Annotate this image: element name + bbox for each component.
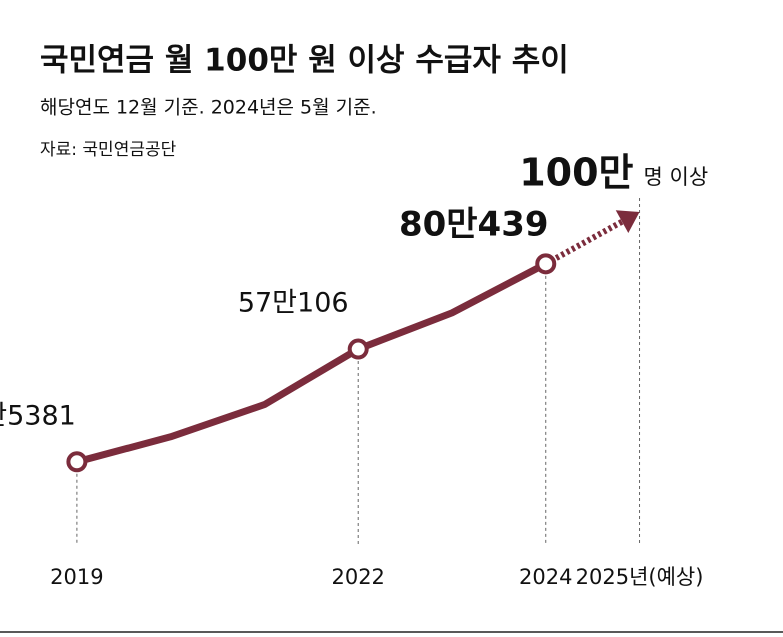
point-marker <box>347 338 369 360</box>
x-tick-label: 2019 <box>50 565 103 589</box>
projection-arrowhead <box>615 210 640 234</box>
data-label: 80만439 <box>399 204 549 244</box>
line <box>75 260 548 466</box>
chart-title: 국민연금 월 100만 원 이상 수급자 추이 <box>40 43 569 79</box>
x-tick-label: 2022 <box>331 565 384 589</box>
point-marker <box>66 451 88 473</box>
x-tick-label: 2024 <box>519 565 572 589</box>
data-label: 57만106 <box>238 288 349 319</box>
data-label: 26만5381 <box>0 400 76 431</box>
projection-line <box>544 219 624 267</box>
x-tick-label: 2025년(예상) <box>576 565 704 589</box>
point-marker <box>535 253 557 275</box>
chart-subtitle: 해당연도 12월 기준. 2024년은 5월 기준. <box>40 97 377 119</box>
projection-label: 100만 <box>519 151 633 195</box>
source: 자료: 국민연금공단 <box>40 140 177 160</box>
projection-unit: 명 이상 <box>644 165 709 189</box>
